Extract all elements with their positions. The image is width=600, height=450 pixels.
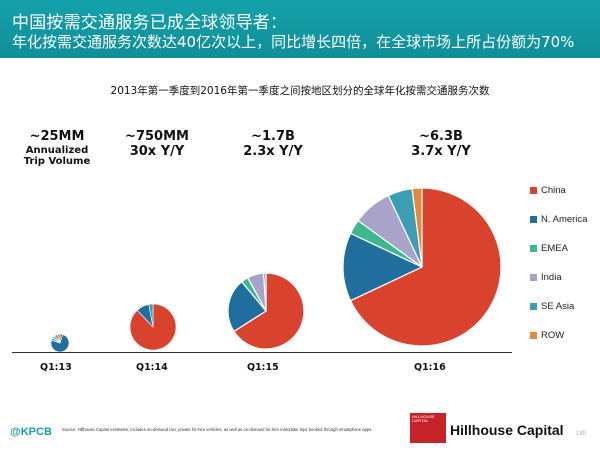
pie-slice-se-asia bbox=[148, 303, 154, 328]
volume-note-line2: Trip Volume bbox=[23, 156, 91, 168]
volume-label: ~750MM bbox=[125, 129, 189, 144]
pie-q1-13 bbox=[50, 333, 70, 353]
headline-line-2: 年化按需交通服务次数达40亿次以上，同比增长四倍，在全球市场上所占份额为70% bbox=[12, 33, 575, 51]
legend-swatch bbox=[530, 215, 537, 223]
tick-label-q1-15: Q1:15 bbox=[247, 362, 279, 373]
pie-q1-14 bbox=[129, 303, 177, 351]
growth-label: 30x Y/Y bbox=[129, 143, 185, 159]
legend-label: India bbox=[541, 271, 562, 283]
tick-label-q1-14: Q1:14 bbox=[136, 362, 168, 373]
hillhouse-logo-icon: HILLHOUSE CAPITAL bbox=[410, 413, 446, 443]
legend-label: ROW bbox=[541, 329, 565, 341]
pie-slice-n-america bbox=[227, 280, 267, 333]
tick-label-q1-16: Q1:16 bbox=[414, 362, 446, 373]
legend-swatch bbox=[530, 273, 537, 281]
volume-label: ~6.3B bbox=[419, 129, 463, 144]
headline-line-1: 中国按需交通服务已成全球领导者： bbox=[12, 13, 288, 33]
logo-small-text: HILLHOUSE CAPITAL bbox=[412, 414, 435, 423]
pie-slice-n-america bbox=[342, 232, 424, 302]
legend-swatch bbox=[530, 244, 537, 252]
legend-item-n-america: N. America bbox=[530, 212, 587, 226]
legend-label: China bbox=[541, 184, 566, 196]
legend-item-china: China bbox=[530, 183, 566, 197]
growth-label: 3.7x Y/Y bbox=[411, 143, 471, 159]
legend-label: SE Asia bbox=[541, 300, 575, 312]
chart-title: 2013年第一季度到2016年第一季度之间按地区划分的全球年化按需交通服务次数 bbox=[110, 85, 490, 97]
volume-label: ~1.7B bbox=[251, 129, 295, 144]
volume-label: ~25MM bbox=[29, 129, 85, 144]
callout-q1-15: ~1.7B 2.3x Y/Y bbox=[228, 129, 318, 160]
callout-q1-14: ~750MM 30x Y/Y bbox=[112, 129, 202, 160]
pie-q1-15 bbox=[227, 272, 305, 350]
legend-item-emea: EMEA bbox=[530, 241, 568, 255]
source-note: Source: Hillhouse Capital estimates; inc… bbox=[62, 427, 373, 432]
callout-q1-16: ~6.3B 3.7x Y/Y bbox=[396, 129, 486, 160]
page-number: 180 bbox=[576, 431, 587, 437]
hillhouse-wordmark: Hillhouse Capital bbox=[450, 422, 564, 438]
pie-q1-16 bbox=[342, 187, 502, 347]
callout-q1-13: ~25MM Annualized Trip Volume bbox=[22, 129, 92, 168]
pie-slice-row bbox=[56, 333, 61, 344]
pie-slice-china bbox=[349, 187, 502, 347]
tick-label-q1-13: Q1:13 bbox=[40, 362, 72, 373]
kpcb-brand: @KPCB bbox=[10, 426, 52, 438]
legend-label: N. America bbox=[541, 213, 588, 225]
volume-note-line1: Annualized bbox=[25, 144, 89, 156]
legend-swatch bbox=[530, 302, 537, 310]
legend-item-india: India bbox=[530, 270, 562, 284]
legend-item-row: ROW bbox=[530, 328, 564, 342]
pie-slice-n-america bbox=[50, 334, 70, 353]
title-banner: 中国按需交通服务已成全球领导者： 年化按需交通服务次数达40亿次以上，同比增长四… bbox=[0, 0, 600, 58]
legend-swatch bbox=[530, 186, 537, 194]
pie-slice-se-asia bbox=[262, 272, 267, 312]
legend-item-se-asia: SE Asia bbox=[530, 299, 574, 313]
pie-slice-row bbox=[411, 187, 423, 268]
growth-label: 2.3x Y/Y bbox=[243, 143, 303, 159]
pie-slice-china bbox=[233, 272, 305, 350]
legend-swatch bbox=[530, 331, 537, 339]
legend-label: EMEA bbox=[541, 242, 568, 254]
x-axis-line bbox=[12, 352, 512, 353]
